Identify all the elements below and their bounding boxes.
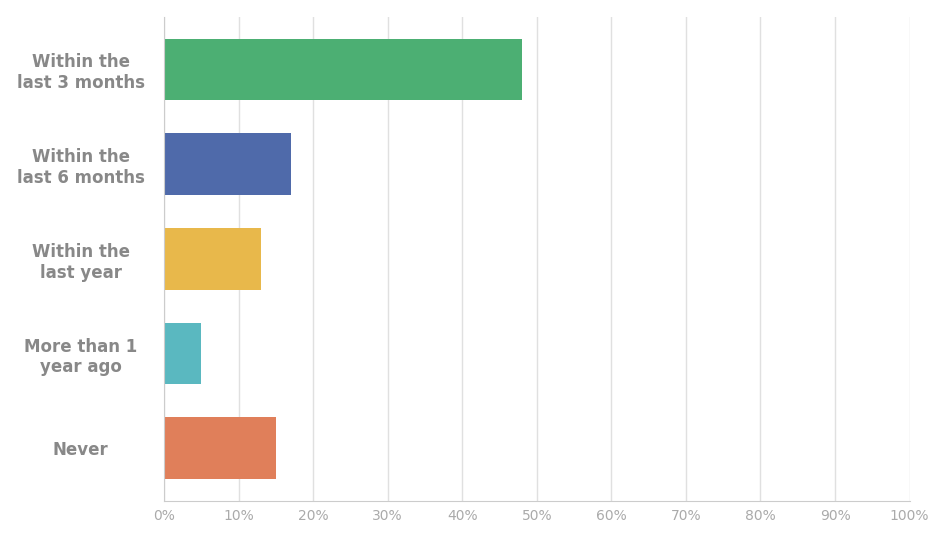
Bar [164, 39, 522, 100]
Bar [164, 228, 261, 289]
Bar [164, 417, 276, 479]
Bar [164, 323, 201, 384]
Bar [164, 133, 290, 195]
